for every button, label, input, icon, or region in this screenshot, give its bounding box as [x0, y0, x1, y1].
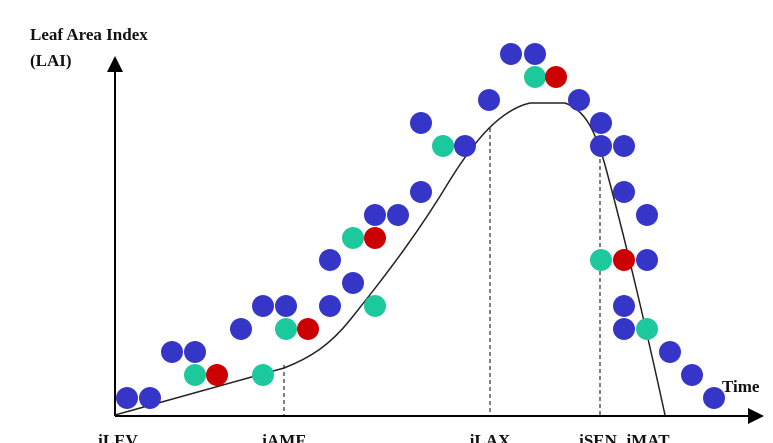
- dot: [454, 135, 476, 157]
- dot: [636, 318, 658, 340]
- dot: [590, 112, 612, 134]
- dot: [613, 249, 635, 271]
- stage-label: iLEV: [98, 431, 138, 443]
- dot: [636, 249, 658, 271]
- dot: [636, 204, 658, 226]
- dot: [364, 295, 386, 317]
- stage-lines: [283, 128, 601, 416]
- dot: [364, 227, 386, 249]
- dot: [410, 112, 432, 134]
- stage-label: iLAX: [470, 431, 511, 443]
- dot: [139, 387, 161, 409]
- dot: [184, 341, 206, 363]
- dot: [568, 89, 590, 111]
- dot: [524, 43, 546, 65]
- dot: [432, 135, 454, 157]
- dot: [230, 318, 252, 340]
- observations: [116, 43, 725, 409]
- dot: [161, 341, 183, 363]
- dot: [410, 181, 432, 203]
- dot: [545, 66, 567, 88]
- dot: [659, 341, 681, 363]
- dot: [613, 295, 635, 317]
- dot: [342, 227, 364, 249]
- dot: [319, 249, 341, 271]
- dot: [478, 89, 500, 111]
- dot: [206, 364, 228, 386]
- dot: [252, 295, 274, 317]
- dot: [116, 387, 138, 409]
- dot: [590, 249, 612, 271]
- dot: [275, 318, 297, 340]
- dot: [613, 181, 635, 203]
- dot: [297, 318, 319, 340]
- stage-label: iSEN: [579, 431, 618, 443]
- dot: [364, 204, 386, 226]
- y-axis-label: (LAI): [30, 51, 72, 70]
- dot: [703, 387, 725, 409]
- y-axis-label: Leaf Area Index: [30, 25, 148, 44]
- stage-label: iMAT: [626, 431, 670, 443]
- dot: [252, 364, 274, 386]
- dot: [613, 135, 635, 157]
- x-axis-label: Time: [722, 377, 760, 396]
- dot: [681, 364, 703, 386]
- dot: [319, 295, 341, 317]
- dot: [387, 204, 409, 226]
- dot: [500, 43, 522, 65]
- dot: [342, 272, 364, 294]
- stage-label: iAMF: [262, 431, 305, 443]
- dot: [184, 364, 206, 386]
- dot: [590, 135, 612, 157]
- dot: [524, 66, 546, 88]
- lai-curve: [114, 102, 666, 416]
- dot: [275, 295, 297, 317]
- dot: [613, 318, 635, 340]
